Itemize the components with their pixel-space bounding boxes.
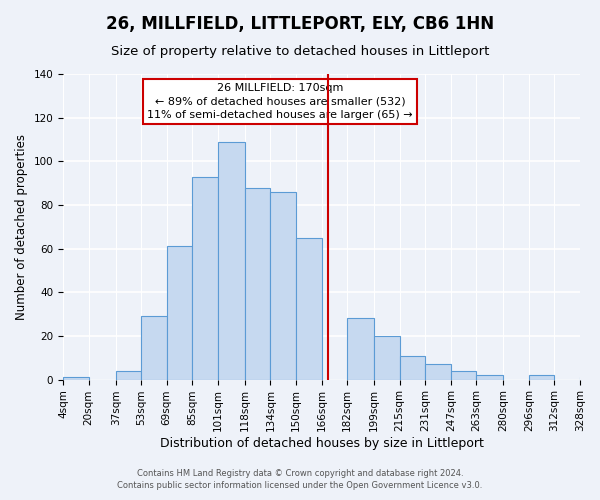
Bar — [451, 371, 476, 380]
Bar — [425, 364, 451, 380]
Bar — [116, 371, 141, 380]
Bar — [580, 378, 600, 380]
Bar — [296, 238, 322, 380]
X-axis label: Distribution of detached houses by size in Littleport: Distribution of detached houses by size … — [160, 437, 484, 450]
Text: Size of property relative to detached houses in Littleport: Size of property relative to detached ho… — [111, 45, 489, 58]
Bar — [347, 318, 374, 380]
Bar — [400, 356, 425, 380]
Bar — [271, 192, 296, 380]
Bar — [374, 336, 400, 380]
Bar — [245, 188, 271, 380]
Bar — [218, 142, 245, 380]
Bar — [63, 378, 89, 380]
Bar — [167, 246, 192, 380]
Text: 26, MILLFIELD, LITTLEPORT, ELY, CB6 1HN: 26, MILLFIELD, LITTLEPORT, ELY, CB6 1HN — [106, 15, 494, 33]
Text: 26 MILLFIELD: 170sqm
← 89% of detached houses are smaller (532)
11% of semi-deta: 26 MILLFIELD: 170sqm ← 89% of detached h… — [148, 83, 413, 120]
Bar — [476, 375, 503, 380]
Bar — [141, 316, 167, 380]
Bar — [192, 176, 218, 380]
Y-axis label: Number of detached properties: Number of detached properties — [15, 134, 28, 320]
Text: Contains HM Land Registry data © Crown copyright and database right 2024.
Contai: Contains HM Land Registry data © Crown c… — [118, 468, 482, 490]
Bar — [529, 375, 554, 380]
